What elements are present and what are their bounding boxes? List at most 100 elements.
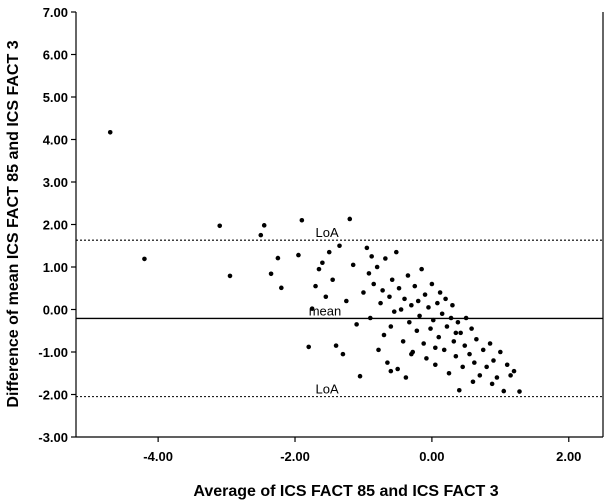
x-tick-label: 2.00 — [556, 449, 581, 464]
data-point — [412, 283, 418, 289]
data-point — [441, 347, 447, 353]
data-point — [388, 324, 394, 329]
y-tick-label: -2.00 — [38, 388, 68, 403]
data-point — [429, 281, 435, 287]
data-point — [357, 373, 363, 379]
data-point — [460, 364, 465, 370]
data-point — [470, 379, 476, 385]
data-point — [330, 277, 335, 283]
data-point — [433, 362, 438, 368]
data-point — [396, 285, 402, 291]
data-point — [279, 285, 284, 291]
y-tick-label: -1.00 — [38, 345, 68, 360]
data-point — [430, 317, 436, 323]
data-point — [451, 339, 457, 344]
data-point — [435, 300, 440, 306]
data-point — [344, 298, 349, 304]
data-point — [472, 360, 477, 365]
reference-lines: LoA mean LoA — [76, 225, 603, 398]
data-point — [456, 387, 462, 393]
data-point — [316, 266, 322, 272]
data-point — [381, 332, 387, 338]
data-point — [261, 223, 267, 228]
data-point — [448, 315, 454, 321]
data-point — [313, 283, 318, 289]
data-point — [501, 388, 507, 394]
data-point — [462, 343, 468, 348]
data-point — [258, 232, 264, 238]
data-point — [227, 273, 233, 279]
data-point — [371, 281, 377, 287]
data-point — [407, 319, 412, 325]
data-point — [422, 292, 428, 297]
mean-label: mean — [309, 303, 342, 318]
data-point — [385, 360, 390, 365]
data-point — [306, 344, 312, 350]
data-point — [467, 351, 472, 357]
data-point — [436, 334, 442, 340]
x-tick-label: -4.00 — [143, 449, 173, 464]
data-point — [389, 277, 395, 283]
data-point — [489, 381, 495, 387]
data-point — [421, 341, 426, 346]
data-point — [439, 311, 445, 317]
data-point — [437, 290, 443, 295]
y-tick-label: 4.00 — [43, 133, 68, 148]
data-points — [107, 129, 522, 394]
y-tick-label: 6.00 — [43, 48, 68, 63]
data-point — [340, 351, 346, 357]
data-point — [417, 313, 422, 319]
data-point — [380, 288, 385, 293]
y-tick-label: 5.00 — [43, 90, 68, 105]
data-point — [387, 294, 392, 300]
data-point — [446, 370, 452, 376]
data-point — [354, 322, 359, 327]
data-point — [395, 366, 400, 372]
data-point — [453, 330, 459, 336]
data-point — [491, 358, 496, 363]
data-point — [400, 339, 406, 344]
data-point — [347, 216, 353, 222]
data-point — [463, 315, 469, 321]
data-point — [494, 375, 500, 380]
data-point — [433, 345, 438, 351]
data-point — [374, 264, 380, 270]
y-tick-label: 7.00 — [43, 5, 68, 20]
data-point — [398, 307, 404, 312]
data-point — [415, 298, 421, 304]
data-point — [487, 341, 493, 346]
data-point — [409, 351, 414, 357]
data-point — [517, 389, 522, 394]
data-point — [326, 249, 332, 255]
data-point — [320, 260, 325, 266]
data-point — [426, 305, 431, 310]
data-point — [511, 368, 517, 374]
data-point — [296, 252, 301, 258]
loa-label: LoA — [316, 382, 339, 397]
data-point — [428, 326, 433, 331]
data-point — [402, 296, 407, 302]
y-tick-label: 2.00 — [43, 218, 68, 233]
data-point — [394, 249, 399, 255]
data-point — [455, 319, 461, 325]
y-axis-title: Difference of mean ICS FACT 85 and ICS F… — [5, 40, 22, 407]
y-tick-label: 3.00 — [43, 175, 68, 190]
data-point — [142, 256, 147, 262]
data-point — [480, 347, 486, 353]
data-point — [388, 368, 394, 374]
data-point — [378, 300, 383, 306]
data-point — [361, 290, 366, 295]
data-point — [376, 347, 381, 353]
data-point — [299, 217, 305, 223]
data-point — [469, 326, 474, 331]
data-point — [391, 309, 397, 314]
y-tick-label: 0.00 — [43, 303, 68, 318]
data-point — [107, 129, 113, 135]
data-point — [498, 349, 503, 355]
data-point — [217, 223, 223, 229]
data-point — [333, 343, 339, 348]
data-point — [443, 296, 448, 302]
data-point — [458, 330, 463, 336]
data-point — [367, 315, 373, 321]
